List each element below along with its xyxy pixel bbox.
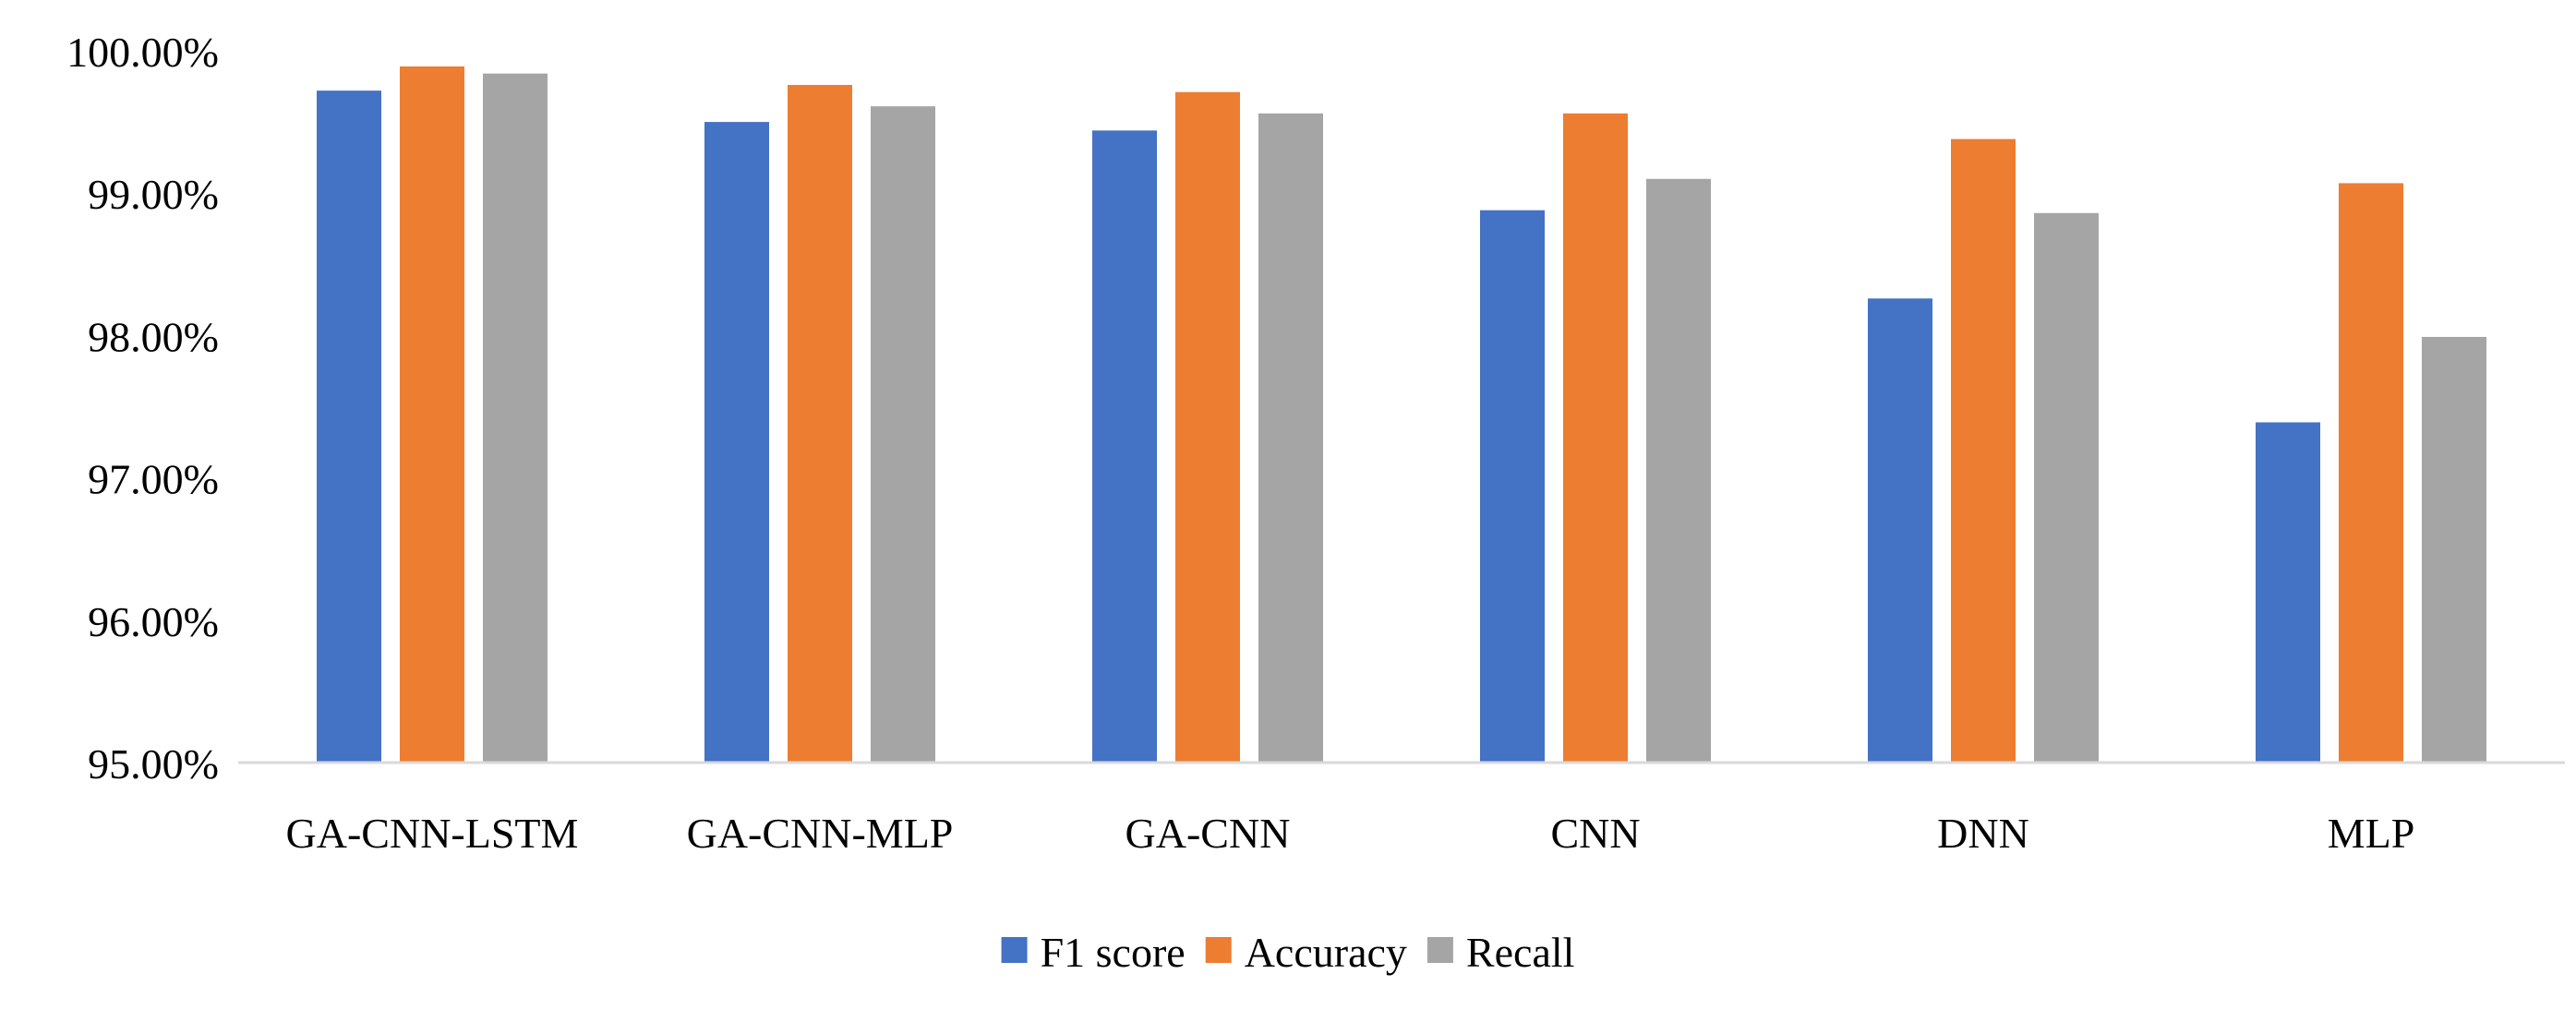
legend-swatch-recall [1426, 937, 1453, 963]
x-tick-label: DNN [1937, 810, 2029, 857]
bar-accuracy-ga-cnn-mlp [788, 85, 852, 763]
bar-accuracy-cnn [1563, 113, 1628, 763]
y-axis-ticks: 95.00% 96.00% 97.00% 98.00% 99.00% 100.00% [66, 29, 219, 788]
y-tick-label: 97.00% [88, 456, 219, 503]
legend-label-f1-score: F1 score [1041, 929, 1186, 976]
legend-label-recall: Recall [1466, 929, 1575, 976]
y-tick-label: 96.00% [88, 598, 219, 645]
legend: F1 score Accuracy Recall [1001, 929, 1575, 976]
bar-recall-ga-cnn-lstm [483, 73, 548, 763]
x-tick-label: CNN [1550, 810, 1640, 857]
bar-series-group [317, 66, 2486, 763]
y-tick-label: 99.00% [88, 171, 219, 218]
y-tick-label: 98.00% [88, 313, 219, 360]
x-tick-label: GA-CNN-MLP [687, 810, 954, 857]
bar-recall-ga-cnn [1258, 113, 1323, 763]
bar-f1-score-ga-cnn-mlp [704, 122, 769, 763]
y-tick-label: 100.00% [66, 29, 219, 76]
bar-accuracy-ga-cnn-lstm [400, 66, 464, 763]
y-tick-label: 95.00% [88, 740, 219, 788]
bar-f1-score-mlp [2256, 422, 2320, 763]
x-tick-label: GA-CNN [1125, 810, 1291, 857]
bar-accuracy-ga-cnn [1175, 91, 1240, 763]
x-tick-label: MLP [2328, 810, 2415, 857]
bar-recall-dnn [2034, 212, 2099, 763]
bar-f1-score-ga-cnn [1092, 130, 1157, 763]
legend-swatch-accuracy [1205, 937, 1232, 963]
x-axis-ticks: GA-CNN-LSTM GA-CNN-MLP GA-CNN CNN DNN MLP [286, 810, 2415, 857]
bar-f1-score-dnn [1868, 298, 1932, 763]
bar-f1-score-cnn [1480, 210, 1545, 763]
x-tick-label: GA-CNN-LSTM [286, 810, 579, 857]
bar-recall-cnn [1646, 178, 1711, 763]
bar-accuracy-dnn [1951, 138, 2016, 763]
bar-accuracy-mlp [2339, 183, 2403, 763]
bar-recall-ga-cnn-mlp [871, 106, 935, 763]
legend-label-accuracy: Accuracy [1245, 929, 1407, 976]
bar-f1-score-ga-cnn-lstm [317, 90, 381, 763]
legend-swatch-f1-score [1001, 937, 1028, 963]
bar-recall-mlp [2422, 336, 2486, 763]
